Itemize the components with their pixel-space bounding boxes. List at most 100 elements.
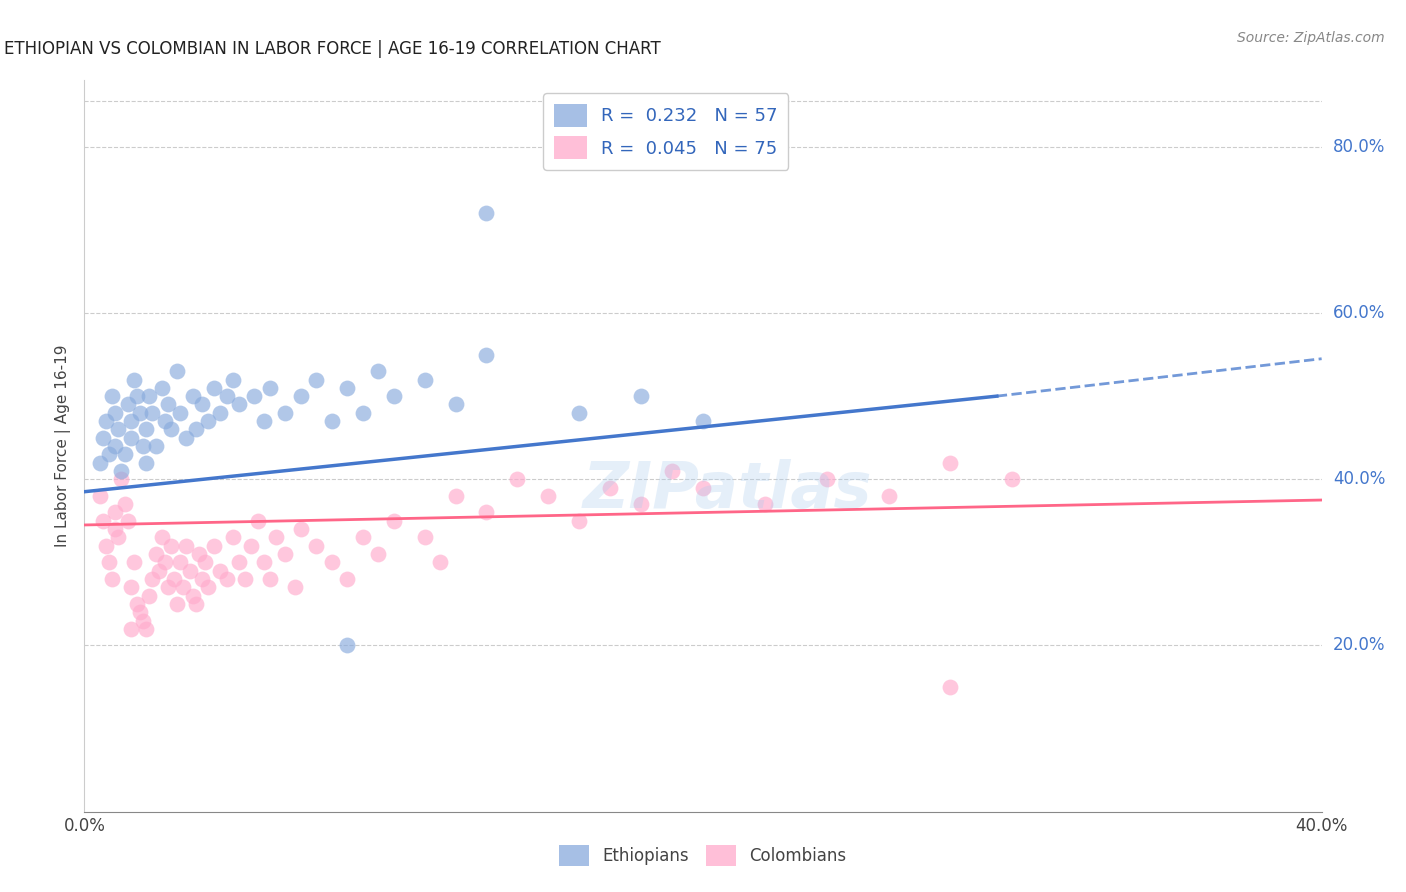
Point — [202, 539, 225, 553]
Point — [939, 456, 962, 470]
Point — [506, 472, 529, 486]
Point — [160, 539, 183, 553]
Point — [305, 539, 328, 553]
Point — [630, 389, 652, 403]
Point — [94, 539, 117, 553]
Point — [156, 397, 179, 411]
Point — [246, 514, 269, 528]
Point — [122, 372, 145, 386]
Point — [104, 506, 127, 520]
Point — [114, 447, 136, 461]
Point — [125, 389, 148, 403]
Point — [104, 406, 127, 420]
Point — [145, 547, 167, 561]
Point — [475, 347, 498, 362]
Point — [537, 489, 560, 503]
Point — [253, 555, 276, 569]
Point — [413, 530, 436, 544]
Point — [240, 539, 263, 553]
Point — [129, 605, 152, 619]
Point — [444, 397, 467, 411]
Point — [176, 431, 198, 445]
Point — [815, 472, 838, 486]
Point — [228, 555, 250, 569]
Point — [135, 422, 157, 436]
Point — [568, 406, 591, 420]
Point — [150, 381, 173, 395]
Text: ZIPatlas: ZIPatlas — [583, 458, 873, 521]
Point — [202, 381, 225, 395]
Point — [120, 622, 142, 636]
Point — [475, 506, 498, 520]
Point — [132, 439, 155, 453]
Point — [290, 522, 312, 536]
Point — [166, 597, 188, 611]
Point — [98, 555, 121, 569]
Point — [305, 372, 328, 386]
Point — [259, 381, 281, 395]
Point — [191, 572, 214, 586]
Point — [197, 414, 219, 428]
Point — [877, 489, 900, 503]
Point — [336, 572, 359, 586]
Point — [120, 431, 142, 445]
Point — [209, 564, 232, 578]
Point — [692, 481, 714, 495]
Point — [382, 514, 405, 528]
Point — [138, 589, 160, 603]
Point — [274, 547, 297, 561]
Point — [120, 580, 142, 594]
Point — [233, 572, 256, 586]
Point — [107, 530, 129, 544]
Y-axis label: In Labor Force | Age 16-19: In Labor Force | Age 16-19 — [55, 344, 72, 548]
Point — [148, 564, 170, 578]
Point — [89, 489, 111, 503]
Point — [156, 580, 179, 594]
Point — [169, 555, 191, 569]
Point — [150, 530, 173, 544]
Point — [197, 580, 219, 594]
Point — [117, 514, 139, 528]
Point — [1001, 472, 1024, 486]
Point — [599, 481, 621, 495]
Point — [129, 406, 152, 420]
Point — [132, 614, 155, 628]
Point — [754, 497, 776, 511]
Point — [91, 514, 114, 528]
Point — [661, 464, 683, 478]
Point — [120, 414, 142, 428]
Legend: Ethiopians, Colombians: Ethiopians, Colombians — [553, 838, 853, 873]
Point — [222, 530, 245, 544]
Point — [125, 597, 148, 611]
Point — [172, 580, 194, 594]
Point — [352, 530, 374, 544]
Point — [138, 389, 160, 403]
Point — [176, 539, 198, 553]
Point — [222, 372, 245, 386]
Point — [179, 564, 201, 578]
Point — [91, 431, 114, 445]
Point — [568, 514, 591, 528]
Point — [184, 597, 207, 611]
Text: Source: ZipAtlas.com: Source: ZipAtlas.com — [1237, 31, 1385, 45]
Point — [145, 439, 167, 453]
Point — [475, 206, 498, 220]
Point — [413, 372, 436, 386]
Point — [228, 397, 250, 411]
Point — [352, 406, 374, 420]
Point — [194, 555, 217, 569]
Point — [191, 397, 214, 411]
Point — [321, 555, 343, 569]
Point — [181, 389, 204, 403]
Point — [101, 572, 124, 586]
Point — [253, 414, 276, 428]
Point — [153, 414, 176, 428]
Point — [98, 447, 121, 461]
Point — [104, 439, 127, 453]
Point — [243, 389, 266, 403]
Point — [382, 389, 405, 403]
Point — [444, 489, 467, 503]
Point — [141, 406, 163, 420]
Point — [429, 555, 451, 569]
Point — [163, 572, 186, 586]
